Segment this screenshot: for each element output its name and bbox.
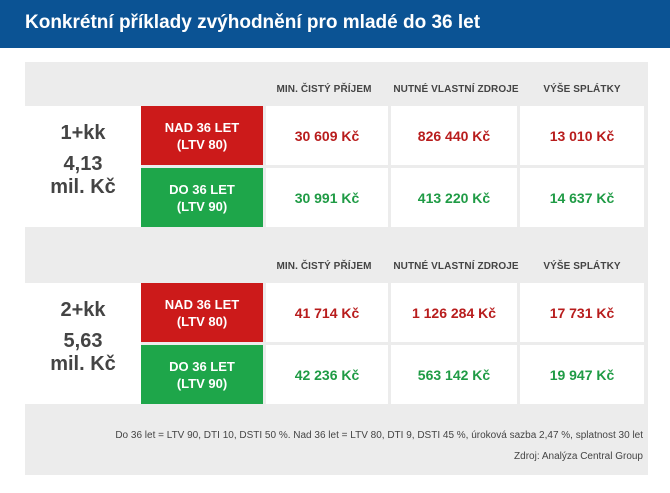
apartment-label: 2+kk 5,63 mil. Kč <box>25 283 141 404</box>
status-ltv: (LTV 80) <box>176 313 228 329</box>
value-min-income: 41 714 Kč <box>266 283 388 342</box>
value-own-funds: 563 142 Kč <box>391 345 517 404</box>
status-label: DO 36 LET <box>169 358 235 374</box>
price-value: 5,63 <box>63 330 103 352</box>
value-min-income: 42 236 Kč <box>266 345 388 404</box>
column-headers: MIN. ČISTÝ PŘÍJEM NUTNÉ VLASTNÍ ZDROJE V… <box>25 257 648 283</box>
value-installment: 19 947 Kč <box>520 345 644 404</box>
apartment-block-2kk: MIN. ČISTÝ PŘÍJEM NUTNÉ VLASTNÍ ZDROJE V… <box>25 257 648 407</box>
comparison-panel: MIN. ČISTÝ PŘÍJEM NUTNÉ VLASTNÍ ZDROJE V… <box>25 62 648 475</box>
status-label: NAD 36 LET <box>164 296 240 312</box>
price-unit: mil. Kč <box>50 353 116 375</box>
column-headers: MIN. ČISTÝ PŘÍJEM NUTNÉ VLASTNÍ ZDROJE V… <box>25 80 648 106</box>
value-own-funds: 1 126 284 Kč <box>391 283 517 342</box>
value-min-income: 30 991 Kč <box>266 168 388 227</box>
status-ltv: (LTV 90) <box>176 198 228 214</box>
footnote: Do 36 let = LTV 90, DTI 10, DSTI 50 %. N… <box>115 430 643 441</box>
value-installment: 14 637 Kč <box>520 168 644 227</box>
apartment-type: 1+kk <box>60 122 106 144</box>
status-under-36: DO 36 LET (LTV 90) <box>141 345 263 404</box>
value-own-funds: 826 440 Kč <box>391 106 517 165</box>
apartment-price: 4,13 mil. Kč <box>25 153 141 199</box>
status-over-36: NAD 36 LET (LTV 80) <box>141 283 263 342</box>
col-header-installment: VÝŠE SPLÁTKY <box>543 84 621 95</box>
status-over-36: NAD 36 LET (LTV 80) <box>141 106 263 165</box>
value-installment: 17 731 Kč <box>520 283 644 342</box>
status-label: DO 36 LET <box>169 181 235 197</box>
value-min-income: 30 609 Kč <box>266 106 388 165</box>
col-header-own-funds: NUTNÉ VLASTNÍ ZDROJE <box>393 261 519 272</box>
col-header-min-income: MIN. ČISTÝ PŘÍJEM <box>276 84 372 95</box>
status-ltv: (LTV 90) <box>176 375 228 391</box>
apartment-label: 1+kk 4,13 mil. Kč <box>25 106 141 227</box>
page-title: Konkrétní příklady zvýhodnění pro mladé … <box>0 0 670 48</box>
block-rows: 1+kk 4,13 mil. Kč NAD 36 LET (LTV 80) 30… <box>25 106 648 230</box>
price-value: 4,13 <box>63 153 103 175</box>
price-unit: mil. Kč <box>50 176 116 198</box>
apartment-block-1kk: MIN. ČISTÝ PŘÍJEM NUTNÉ VLASTNÍ ZDROJE V… <box>25 80 648 230</box>
status-ltv: (LTV 80) <box>176 136 228 152</box>
source-note: Zdroj: Analýza Central Group <box>514 451 643 462</box>
col-header-installment: VÝŠE SPLÁTKY <box>543 261 621 272</box>
apartment-price: 5,63 mil. Kč <box>25 330 141 376</box>
status-under-36: DO 36 LET (LTV 90) <box>141 168 263 227</box>
apartment-type: 2+kk <box>60 299 106 321</box>
col-header-own-funds: NUTNÉ VLASTNÍ ZDROJE <box>393 84 519 95</box>
col-header-min-income: MIN. ČISTÝ PŘÍJEM <box>276 261 372 272</box>
block-rows: 2+kk 5,63 mil. Kč NAD 36 LET (LTV 80) 41… <box>25 283 648 407</box>
value-installment: 13 010 Kč <box>520 106 644 165</box>
value-own-funds: 413 220 Kč <box>391 168 517 227</box>
status-label: NAD 36 LET <box>164 119 240 135</box>
